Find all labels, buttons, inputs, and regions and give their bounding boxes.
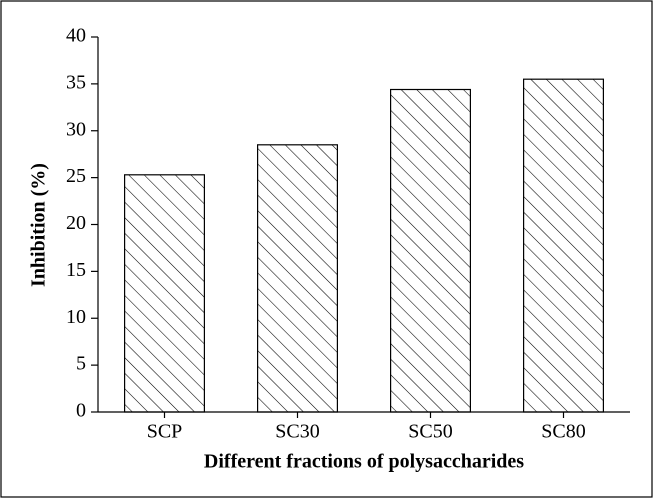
y-tick-label: 30 — [66, 118, 86, 140]
bar — [123, 174, 206, 413]
x-tick-label: SC80 — [541, 421, 585, 443]
x-tick-label: SCP — [147, 421, 183, 443]
y-tick-label: 35 — [66, 71, 86, 93]
y-tick-label: 0 — [76, 400, 86, 422]
y-axis-label: Inhibition (%) — [28, 163, 50, 287]
x-tick-label: SC50 — [408, 421, 452, 443]
x-axis-label: Different fractions of polysaccharides — [204, 451, 524, 473]
bar — [390, 88, 472, 413]
y-tick-label: 5 — [76, 353, 86, 375]
y-tick-label: 20 — [66, 212, 86, 234]
y-tick-label: 40 — [66, 25, 86, 47]
x-tick-label: SC30 — [275, 421, 319, 443]
bar — [257, 144, 339, 413]
y-tick-label: 25 — [66, 165, 86, 187]
y-tick-label: 10 — [66, 306, 86, 328]
y-tick-label: 15 — [66, 259, 86, 281]
bar — [522, 78, 604, 413]
